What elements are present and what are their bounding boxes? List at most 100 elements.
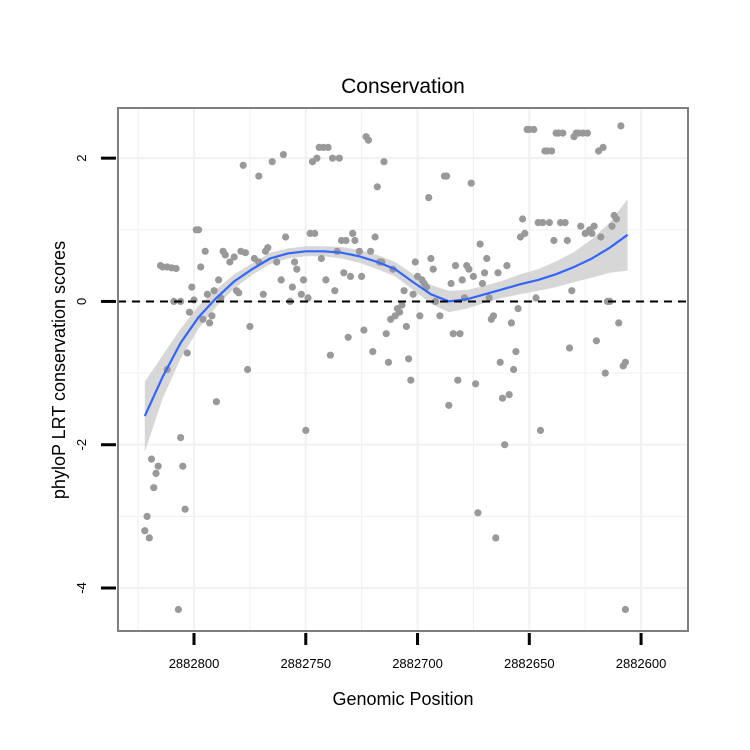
data-point [597,233,605,241]
data-point [601,369,609,377]
smooth-line [143,233,629,417]
data-point [143,512,151,521]
data-point [476,240,484,248]
data-point [485,294,493,302]
data-point [621,358,630,366]
data-point [324,143,332,151]
data-point [559,129,567,137]
data-point [154,462,162,470]
data-point [382,330,390,338]
y-tick-label: 0 [74,298,89,305]
data-point [407,376,415,384]
data-point [141,527,149,535]
data-point [530,125,538,134]
data-point [577,222,585,230]
data-point [302,426,310,434]
data-point [539,219,547,227]
chart-title: Conservation [341,75,465,98]
data-point [344,333,352,341]
x-tick-label: 2882700 [392,656,443,671]
data-point [255,172,263,180]
data-points [141,122,630,614]
x-tick-label: 2882600 [616,656,667,671]
data-point [246,322,254,331]
data-point [507,319,515,327]
data-point [519,215,527,223]
data-point [489,312,498,320]
data-point [411,258,419,266]
data-point [188,283,196,291]
data-point [431,297,439,305]
data-point [226,258,234,266]
data-point [425,194,433,202]
data-point [221,251,229,259]
data-point [474,509,482,517]
data-point [358,272,366,280]
data-point [364,136,372,144]
data-point [592,337,601,345]
panel-border [117,107,689,632]
data-point [346,272,355,280]
data-point [170,297,178,305]
data-point [201,247,209,255]
x-axis: 2882800 2882750 2882700 2882650 2882600 [169,633,667,671]
data-point [469,272,477,280]
data-point [291,258,299,266]
data-point [447,279,455,288]
data-point [349,229,357,237]
data-point [561,219,569,227]
data-point [299,276,308,284]
data-point [239,161,247,169]
data-point [494,269,502,277]
data-point [268,158,276,166]
data-point [273,258,281,266]
data-point [380,158,388,166]
data-point [304,294,312,302]
data-point [288,283,296,291]
data-point [545,219,554,227]
data-point [512,348,520,356]
data-point [181,505,189,513]
data-point [322,276,330,284]
data-point [550,236,558,245]
data-point [335,154,343,162]
data-point [478,279,486,288]
data-point [588,229,596,237]
data-point [279,151,287,159]
data-point [481,269,489,277]
data-point [492,534,500,542]
data-point [436,312,444,320]
data-point [277,276,285,284]
data-point [150,484,158,492]
data-point [563,236,571,245]
data-point [373,183,381,191]
data-point [536,426,545,434]
y-axis: 2 0 -2 -4 [74,155,116,594]
data-point [174,605,182,614]
data-point [244,365,252,374]
data-point [398,301,406,309]
data-point [532,294,540,302]
data-point [152,469,160,477]
data-point [583,129,592,137]
data-point [313,154,321,162]
data-point [612,215,621,223]
data-point [259,290,267,298]
data-point [467,179,475,187]
data-point [183,349,191,357]
data-point [355,247,363,255]
data-point [331,287,339,295]
data-point [617,122,625,130]
data-point [521,229,529,237]
y-tick-label: -2 [74,439,89,451]
data-point [326,351,334,359]
x-axis-title: Genomic Position [332,689,473,709]
data-point [177,434,185,442]
data-point [465,265,473,273]
data-point [235,289,243,297]
data-point [599,143,607,151]
data-point [203,290,211,298]
data-point [384,358,393,366]
data-point [340,269,348,277]
